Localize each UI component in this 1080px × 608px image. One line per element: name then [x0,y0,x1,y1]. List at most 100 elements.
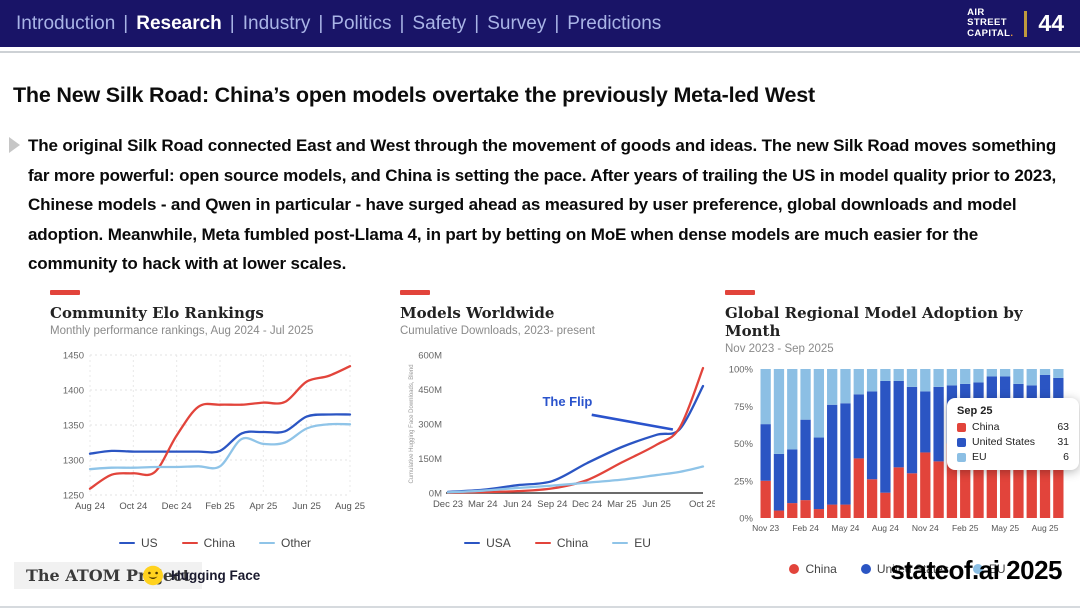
legend-china: China [534,536,588,550]
legend-swatch [612,541,629,545]
bar-mar-24-united-states [813,437,825,510]
svg-text:Dec 23: Dec 23 [433,499,463,510]
bar-jan-25-eu [946,369,958,386]
svg-text:Oct 24: Oct 24 [119,501,147,512]
hugging-face-icon [143,565,163,586]
svg-text:Aug 24: Aug 24 [75,501,105,512]
bar-jun-25-eu [1013,369,1024,384]
chart-subtitle: Nov 2023 - Sep 2025 [725,343,834,355]
svg-text:1400: 1400 [63,386,84,397]
bar-aug-24-eu [880,369,891,381]
svg-text:May 25: May 25 [991,523,1019,533]
red-dash [50,290,80,295]
bar-may-24-eu [840,369,851,404]
bar-jun-24-china [853,458,864,518]
bar-jun-25-china [1013,455,1024,518]
bar-mar-25-eu [973,369,984,383]
adoption-stacked-bar-chart: 0% 25% 50% 75% 100% Nov 23 Feb 24 May 24 Aug 24 N… [729,365,1064,533]
bar-dec-24-china [933,461,944,518]
svg-text:Nov 24: Nov 24 [912,523,939,533]
legend-eu: EU [612,536,651,550]
tooltip-swatch [957,437,966,447]
bar-sep-24-china [893,467,904,518]
tooltip-series-name: EU [972,451,987,463]
bar-feb-25-china [960,440,971,518]
line-china [88,365,352,490]
page-number: 44 [1038,10,1064,36]
tooltip-swatch [957,422,966,432]
legend-swatch [181,541,198,545]
bar-oct-24-eu [906,369,918,387]
top-nav-bar: Introduction | Research | Industry | Politics |… [0,0,1080,47]
svg-text:1450: 1450 [63,351,84,362]
nav-item-introduction[interactable]: Introduction [16,12,116,34]
air-street-capital-logo: AIR STREET CAPITAL. [967,7,1013,40]
svg-text:1300: 1300 [63,456,84,467]
svg-text:Jun 25: Jun 25 [642,499,671,510]
nav-item-safety[interactable]: Safety [412,12,467,34]
chart-title: Models Worldwide [400,304,555,322]
chart-title: Community Elo Rankings [50,304,264,322]
nav-divider-line [0,51,1080,53]
bar-nov-24-united-states [920,391,931,453]
bar-sep-24-united-states [893,380,904,468]
svg-text:300M: 300M [418,420,442,431]
bar-jul-24-united-states [866,391,878,480]
nav-separator: | [554,12,560,34]
elo-chart-legend: US China Other [50,536,380,550]
svg-text:Feb 25: Feb 25 [952,523,979,533]
tooltip-rows: China 63 United States 31 EU 6 [957,421,1069,463]
svg-text:Apr 25: Apr 25 [249,501,277,512]
bar-feb-24-united-states [800,419,811,501]
nav-item-industry[interactable]: Industry [242,12,311,34]
legend-swatch [118,541,135,545]
bar-aug-24-china [880,492,891,518]
legend-china: China [181,536,235,550]
legend-eu: EU [972,562,1006,576]
bar-aug-25-china [1039,428,1051,518]
legend-swatch [464,541,481,545]
nav-item-survey[interactable]: Survey [487,12,547,34]
tooltip-series-name: China [972,421,1000,433]
hugging-face-label: Hugging Face [171,568,261,583]
bar-dec-24-united-states [933,386,944,462]
svg-text:Jun 24: Jun 24 [503,499,532,510]
svg-text:Feb 25: Feb 25 [205,501,235,512]
bar-nov-23-eu [760,369,771,425]
svg-text:100%: 100% [729,365,754,376]
svg-text:50%: 50% [734,439,754,450]
svg-text:Dec 24: Dec 24 [572,499,602,510]
bar-feb-24-china [800,500,811,518]
line-usa [446,384,705,493]
red-dash [725,290,755,295]
svg-text:75%: 75% [734,402,754,413]
bar-jun-24-eu [853,369,864,395]
the-flip-annotation: The Flip [542,394,592,409]
svg-text:0M: 0M [429,489,442,500]
legend-us: US [118,536,158,550]
line-us [88,413,352,455]
chart-subtitle: Cumulative Downloads, 2023- present [400,325,595,337]
tooltip-series-value: 6 [1063,451,1069,463]
bar-mar-25-china [973,446,984,518]
bar-mar-24-china [813,509,825,518]
nav-item-predictions[interactable]: Predictions [567,12,662,34]
nav-separator: | [123,12,129,34]
line-china [446,366,705,494]
nav-item-research[interactable]: Research [136,12,222,34]
bar-dec-23-china [773,510,785,518]
svg-text:1250: 1250 [63,491,84,502]
chart-title: Global Regional Model Adoption by Month [725,304,1023,340]
nav-item-politics[interactable]: Politics [331,12,392,34]
bar-feb-24-eu [800,369,811,420]
bar-jul-25-eu [1026,369,1037,386]
chart-subtitle: Monthly performance rankings, Aug 2024 -… [50,325,314,337]
legend-swatch [789,564,800,574]
bar-sep-24-eu [893,369,904,381]
line-eu [446,465,705,494]
bar-feb-25-eu [960,369,971,384]
bar-jan-24-united-states [787,449,798,504]
bar-jan-24-eu [787,369,798,450]
downloads-chart-legend: USA China EU [400,536,715,550]
svg-text:Nov 23: Nov 23 [752,523,779,533]
